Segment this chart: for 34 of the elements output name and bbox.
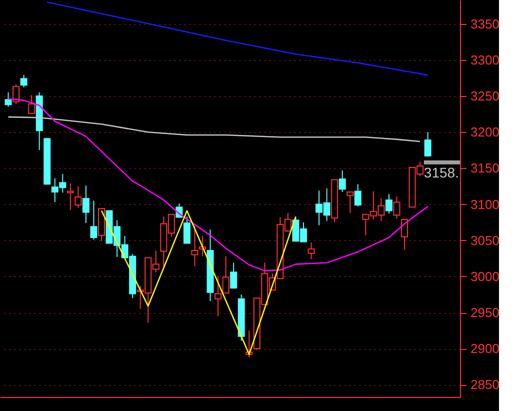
line-series <box>8 116 421 142</box>
candlestick <box>74 186 82 208</box>
candlestick <box>346 192 354 214</box>
candlestick <box>28 94 36 115</box>
candlestick <box>90 200 98 240</box>
candlestick <box>385 194 392 214</box>
candlestick <box>214 275 222 317</box>
candlestick <box>191 225 198 267</box>
y-tick-label: 2950 <box>470 305 500 320</box>
candlestick <box>338 170 346 193</box>
y-tick-label: 2900 <box>470 341 500 356</box>
y-tick-label: 3300 <box>470 52 500 68</box>
candlestick <box>354 184 362 207</box>
y-tick-label: 2850 <box>470 377 500 392</box>
candlestick <box>230 262 238 290</box>
y-tick-label: 3350 <box>470 16 500 32</box>
y-tick-label: 3200 <box>470 124 500 140</box>
candlestick <box>401 218 408 250</box>
candlestick <box>222 256 230 294</box>
candlestick <box>308 242 315 260</box>
y-tick-label: 3250 <box>470 88 500 104</box>
candlestick <box>4 92 12 108</box>
y-tick-label: 3000 <box>470 268 500 284</box>
line-series <box>46 2 428 76</box>
y-tick-label: 3100 <box>470 196 500 212</box>
ref-line-label: 3158. <box>424 164 459 180</box>
y-tick-label: 3050 <box>470 232 500 248</box>
y-tick-label: 3150 <box>470 160 500 176</box>
candlestick <box>424 132 432 158</box>
candlestick <box>393 196 400 220</box>
candlestick <box>82 185 90 224</box>
candlestick <box>12 84 20 104</box>
candlestick <box>183 216 190 244</box>
candlestick <box>20 74 28 88</box>
